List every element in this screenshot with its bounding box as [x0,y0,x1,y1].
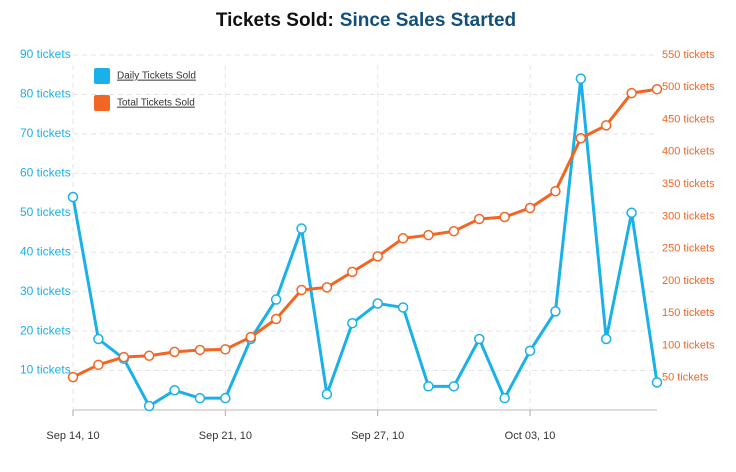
data-point [169,385,180,396]
series-line [71,77,659,408]
x-tick-label: Sep 21, 10 [199,430,252,442]
data-point [347,266,358,278]
y-tick-label: 40 tickets [20,244,71,258]
legend-label: Daily Tickets Sold [117,71,196,82]
y-tick-label: 20 tickets [20,323,71,337]
legend-swatch [94,68,110,84]
x-tick-label: Oct 03, 10 [505,430,556,442]
data-point [423,229,434,241]
data-point [575,133,587,144]
chart-subtitle: Since Sales Started [340,10,516,31]
data-point [347,317,358,329]
data-point [524,202,536,214]
data-point [499,392,510,404]
data-point [474,333,485,345]
legend-label: Total Tickets Sold [117,98,195,109]
y2-tick-label: 400 tickets [662,146,715,158]
data-point [550,185,561,197]
y2-tick-label: 250 tickets [662,243,715,255]
data-point [321,388,333,400]
data-point [118,351,130,363]
data-point [67,371,79,383]
data-point [372,251,383,262]
y2-tick-label: 150 tickets [662,307,715,319]
data-point [600,120,612,131]
y2-tick-label: 450 tickets [662,113,715,125]
data-point [499,211,510,223]
data-point [651,377,663,388]
data-point [651,83,663,95]
data-point [600,333,612,345]
data-point [270,294,282,305]
data-point [397,233,409,244]
data-point [575,73,587,84]
series-line [72,87,658,379]
x-tick-label: Sep 14, 10 [46,430,99,442]
data-point [321,282,333,293]
data-point [93,359,104,371]
data-point [372,298,383,309]
data-point [397,302,409,313]
data-point [143,350,155,362]
y-tick-label: 70 tickets [20,126,71,140]
chart-title: Tickets Sold: [216,10,334,31]
y-tick-label: 80 tickets [20,87,71,101]
y2-tick-label: 100 tickets [662,339,715,351]
y2-tick-label: 300 tickets [662,210,715,222]
data-point [296,223,307,234]
data-point [220,392,231,404]
y2-tick-label: 50 tickets [662,372,709,384]
data-point [448,225,460,237]
data-point [626,207,637,219]
data-point [448,381,460,392]
data-point [143,400,155,412]
x-tick-label: Sep 27, 10 [351,430,404,442]
data-point [67,191,79,203]
data-point [550,306,561,317]
y-tick-label: 30 tickets [20,284,71,298]
data-point [626,87,637,99]
y-tick-label: 50 tickets [20,205,71,219]
data-point [169,346,180,358]
y-tick-label: 90 tickets [20,47,71,61]
data-point [524,345,536,357]
y2-tick-label: 550 tickets [662,49,715,61]
y-tick-label: 10 tickets [20,363,71,377]
y2-tick-label: 200 tickets [662,275,715,287]
data-point [194,344,206,356]
data-point [93,333,104,345]
y-tick-label: 60 tickets [20,166,71,180]
legend-swatch [94,95,110,111]
chart-title-group: Tickets Sold: Since Sales Started [216,10,516,31]
data-point [474,213,485,225]
y2-tick-label: 500 tickets [662,81,715,93]
y2-tick-label: 350 tickets [662,178,715,190]
data-point [423,381,434,392]
data-point [194,392,206,404]
data-point [296,284,307,296]
data-point [245,331,256,343]
data-point [220,344,231,355]
data-point [270,313,282,325]
